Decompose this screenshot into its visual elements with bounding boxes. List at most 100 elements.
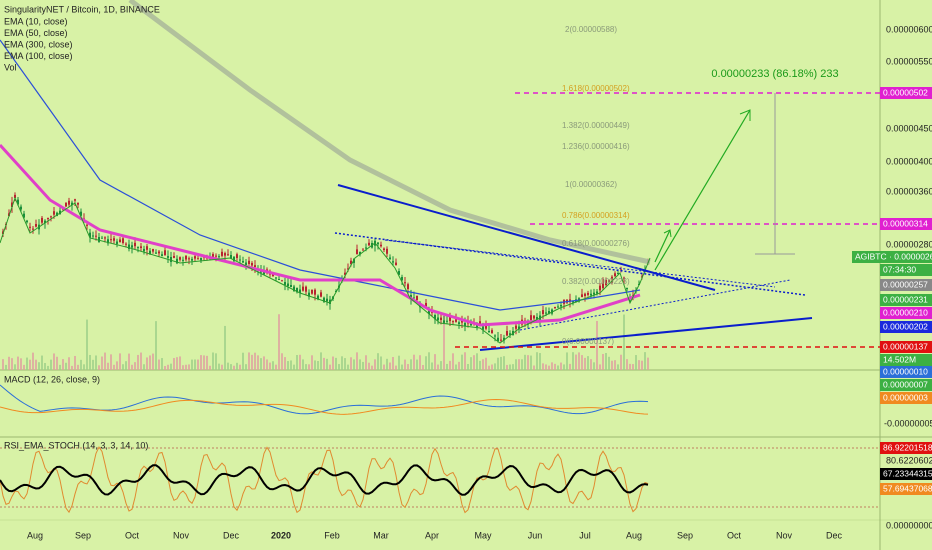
candle <box>503 337 505 341</box>
ema-10 <box>0 196 651 344</box>
labels: SingularityNET / Bitcoin, 1D, BINANCE EMA… <box>4 4 932 540</box>
volume-bar <box>170 363 172 370</box>
candle <box>401 277 403 281</box>
fib-label: 1.236(0.00000416) <box>562 142 630 151</box>
volume-bar <box>329 364 331 370</box>
volume-bar <box>458 361 460 370</box>
time-tick-label: Sep <box>677 530 693 540</box>
volume-bar <box>215 353 217 370</box>
volume-bar <box>263 356 265 370</box>
volume-bar <box>95 355 97 370</box>
candle <box>362 249 364 251</box>
candle <box>584 293 586 296</box>
volume-bar <box>227 362 229 370</box>
candle <box>311 289 313 294</box>
candle <box>119 239 121 243</box>
candle <box>587 292 589 295</box>
volume-bar <box>200 355 202 370</box>
volume-bar <box>29 359 31 370</box>
volume-bar <box>554 363 556 370</box>
candle <box>497 337 499 342</box>
volume-bar <box>149 355 151 370</box>
volume-bar <box>266 359 268 370</box>
volume-bar <box>281 353 283 370</box>
candle <box>569 299 571 302</box>
price-tick-label: 0.00000450 <box>886 123 932 133</box>
volume-bar <box>611 360 613 370</box>
volume-bar <box>2 359 4 370</box>
volume-bar <box>92 359 94 370</box>
volume-bar <box>452 353 454 370</box>
candle <box>248 260 250 264</box>
volume-bar <box>431 362 433 370</box>
fib-label: 2(0.00000588) <box>565 25 617 34</box>
candle <box>482 326 484 330</box>
candle <box>530 315 532 320</box>
price-tag-label: 67.23344315 <box>883 468 932 478</box>
volume-bar <box>344 358 346 370</box>
volume-bar <box>137 354 139 370</box>
candle <box>581 294 583 298</box>
volume-bar <box>509 364 511 370</box>
volume-bar <box>113 364 115 370</box>
fib-label: 1.618(0.00000502) <box>562 84 630 93</box>
candle <box>110 239 112 241</box>
ema-100 <box>0 39 641 311</box>
candle <box>617 273 619 274</box>
candle <box>554 306 556 308</box>
volume-bar <box>206 355 208 370</box>
candle <box>449 316 451 322</box>
volume-bar <box>383 364 385 370</box>
candle <box>170 257 172 262</box>
volume-bar <box>437 364 439 370</box>
candle <box>68 200 70 205</box>
candle <box>164 250 166 256</box>
volume-bar <box>8 356 10 370</box>
volume-bar <box>500 356 502 370</box>
volume-bar <box>233 365 235 370</box>
volume-bar <box>530 355 532 370</box>
volume-bar <box>647 357 649 370</box>
price-tag-label: 86.92201518 <box>883 442 932 452</box>
candle <box>125 243 127 245</box>
volume-bar <box>470 357 472 370</box>
candle <box>359 252 361 255</box>
fib-label: 0.382(0.00000223) <box>562 277 630 286</box>
candle <box>50 216 52 218</box>
volume-bar <box>260 358 262 370</box>
price-tick-label: 0.00000400 <box>886 156 932 166</box>
symbol-title: SingularityNET / Bitcoin, 1D, BINANCE <box>4 4 160 14</box>
volume-bar <box>23 364 25 370</box>
volume-bar <box>299 354 301 370</box>
volume-bar <box>269 362 271 370</box>
candle <box>80 211 82 216</box>
volume-bar <box>506 364 508 370</box>
indicator-label: Vol <box>4 62 17 72</box>
volume-bar <box>551 362 553 370</box>
candle <box>116 241 118 244</box>
candle <box>458 322 460 325</box>
volume-bar <box>296 354 298 370</box>
candle <box>137 247 139 249</box>
candle <box>233 256 235 262</box>
candle <box>536 317 538 320</box>
candle <box>593 292 595 295</box>
volume-bar <box>362 361 364 370</box>
candle <box>20 206 22 210</box>
candle <box>239 259 241 261</box>
candle <box>287 283 289 287</box>
candle <box>17 199 19 205</box>
volume-bar <box>404 359 406 370</box>
volume-bar <box>158 359 160 370</box>
candle <box>596 291 598 294</box>
candle <box>611 276 613 279</box>
price-tag-label: 0.00000007 <box>883 379 928 389</box>
volume-bar <box>638 360 640 370</box>
candle <box>65 203 67 207</box>
candle <box>293 286 295 292</box>
volume-bar <box>416 359 418 370</box>
candle <box>446 320 448 322</box>
volume-bar <box>83 364 85 370</box>
candle <box>545 312 547 314</box>
volume-bar <box>389 362 391 370</box>
